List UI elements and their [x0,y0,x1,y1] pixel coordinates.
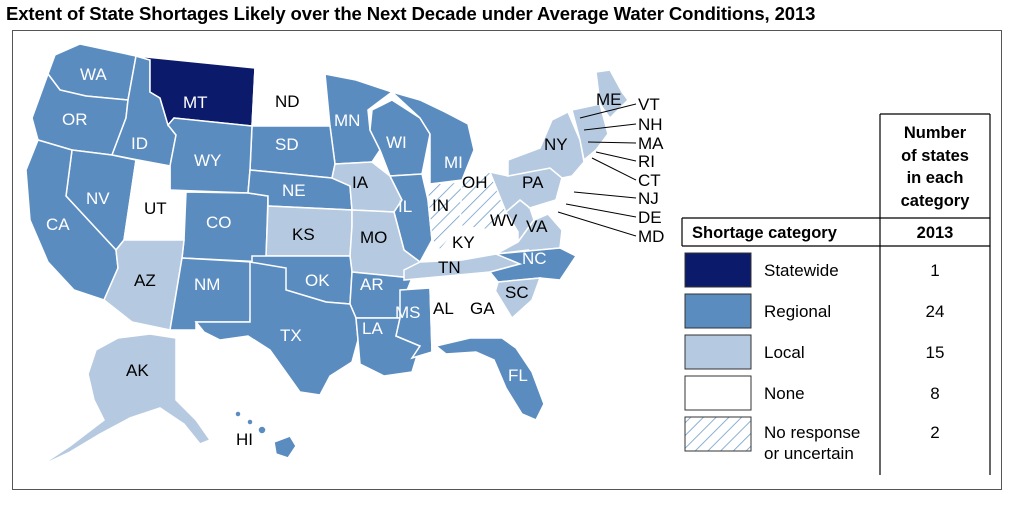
callout-nh: NH [638,115,663,134]
legend-swatch-none [684,375,752,411]
legend-header-year: 2013 [917,224,954,242]
label-az: AZ [134,271,156,290]
label-wy: WY [194,151,221,170]
label-ok: OK [305,271,330,290]
label-ia: IA [352,173,369,192]
callout-vt: VT [638,95,660,114]
state-fl [434,337,545,421]
state-ny [507,110,585,179]
legend-swatch-regional [684,293,752,329]
label-co: CO [206,213,232,232]
state-tx [194,261,359,396]
legend-label-local: Local [764,343,805,362]
callout-lines [557,103,637,237]
label-nd: ND [275,92,300,111]
label-la: LA [362,319,383,338]
label-ar: AR [360,275,384,294]
label-ny: NY [544,135,568,154]
legend-swatch-uncertain [684,416,752,452]
legend-header-count-line3: in each [907,169,964,187]
label-id: ID [131,134,148,153]
label-nv: NV [86,189,110,208]
label-ca: CA [46,215,70,234]
state-me [595,69,629,120]
legend-label-none: None [764,384,805,403]
legend-count-uncertain: 2 [930,423,939,442]
page-title: Extent of State Shortages Likely over th… [6,3,816,24]
label-il: IL [398,197,412,216]
label-ky: KY [452,233,475,252]
us-states-map [25,43,629,467]
legend-swatch-statewide [684,252,752,288]
callout-ri: RI [638,152,655,171]
label-ks: KS [292,225,315,244]
legend-count-regional: 24 [926,302,945,321]
state-labels: WA OR ID MT ND MN WI MI SD WY NV CA UT C… [46,65,622,449]
state-nm [169,257,253,331]
map-frame [12,30,1002,490]
label-hi: HI [236,430,253,449]
legend-header-count-line2: of states [901,147,969,165]
label-oh: OH [462,173,488,192]
legend-swatch-local [684,334,752,370]
legend-label-regional: Regional [764,302,831,321]
label-mi: MI [444,153,463,172]
state-ga [461,281,513,339]
label-va: VA [526,217,548,236]
legend-label-uncertain-line2: or uncertain [764,444,854,463]
state-mi [391,91,475,185]
label-wi: WI [386,133,407,152]
legend-count-local: 15 [926,343,945,362]
label-nc: NC [522,249,547,268]
label-ak: AK [126,361,149,380]
state-tn [403,249,530,281]
label-pa: PA [522,173,544,192]
label-ms: MS [395,303,421,322]
legend-label-statewide: Statewide [764,261,839,280]
legend: Shortage category Number of states in ea… [681,113,991,475]
legend-count-statewide: 1 [930,261,939,280]
label-al: AL [433,299,454,318]
label-wv: WV [490,211,518,230]
callout-nj: NJ [638,189,659,208]
label-in: IN [432,196,449,215]
legend-header-category: Shortage category [692,224,838,242]
label-sd: SD [275,135,299,154]
legend-count-none: 8 [930,384,939,403]
label-mt: MT [183,93,208,112]
label-nm: NM [194,275,220,294]
label-mo: MO [360,228,387,247]
label-tn: TN [438,258,461,277]
legend-grid [681,113,991,475]
label-mn: MN [334,111,360,130]
label-ut: UT [144,199,167,218]
state-hi [273,435,297,459]
legend-header-count-line4: category [901,192,971,210]
callout-ct: CT [638,171,661,190]
label-wa: WA [80,65,107,84]
label-sc: SC [505,283,529,302]
state-md [527,199,565,232]
label-or: OR [62,110,88,129]
state-nj [555,177,575,210]
callout-ma: MA [638,134,664,153]
state-az [103,239,185,331]
label-me: ME [596,90,622,109]
callout-de: DE [638,208,662,227]
legend-label-uncertain-line1: No response [764,423,860,442]
label-tx: TX [280,326,302,345]
legend-header-count-line1: Number [904,124,967,142]
state-ak [39,333,212,467]
label-fl: FL [508,366,528,385]
callout-md: MD [638,227,664,246]
label-ne: NE [282,181,306,200]
callout-labels: VT NH MA RI CT NJ DE MD [638,95,664,246]
label-ga: GA [470,299,495,318]
